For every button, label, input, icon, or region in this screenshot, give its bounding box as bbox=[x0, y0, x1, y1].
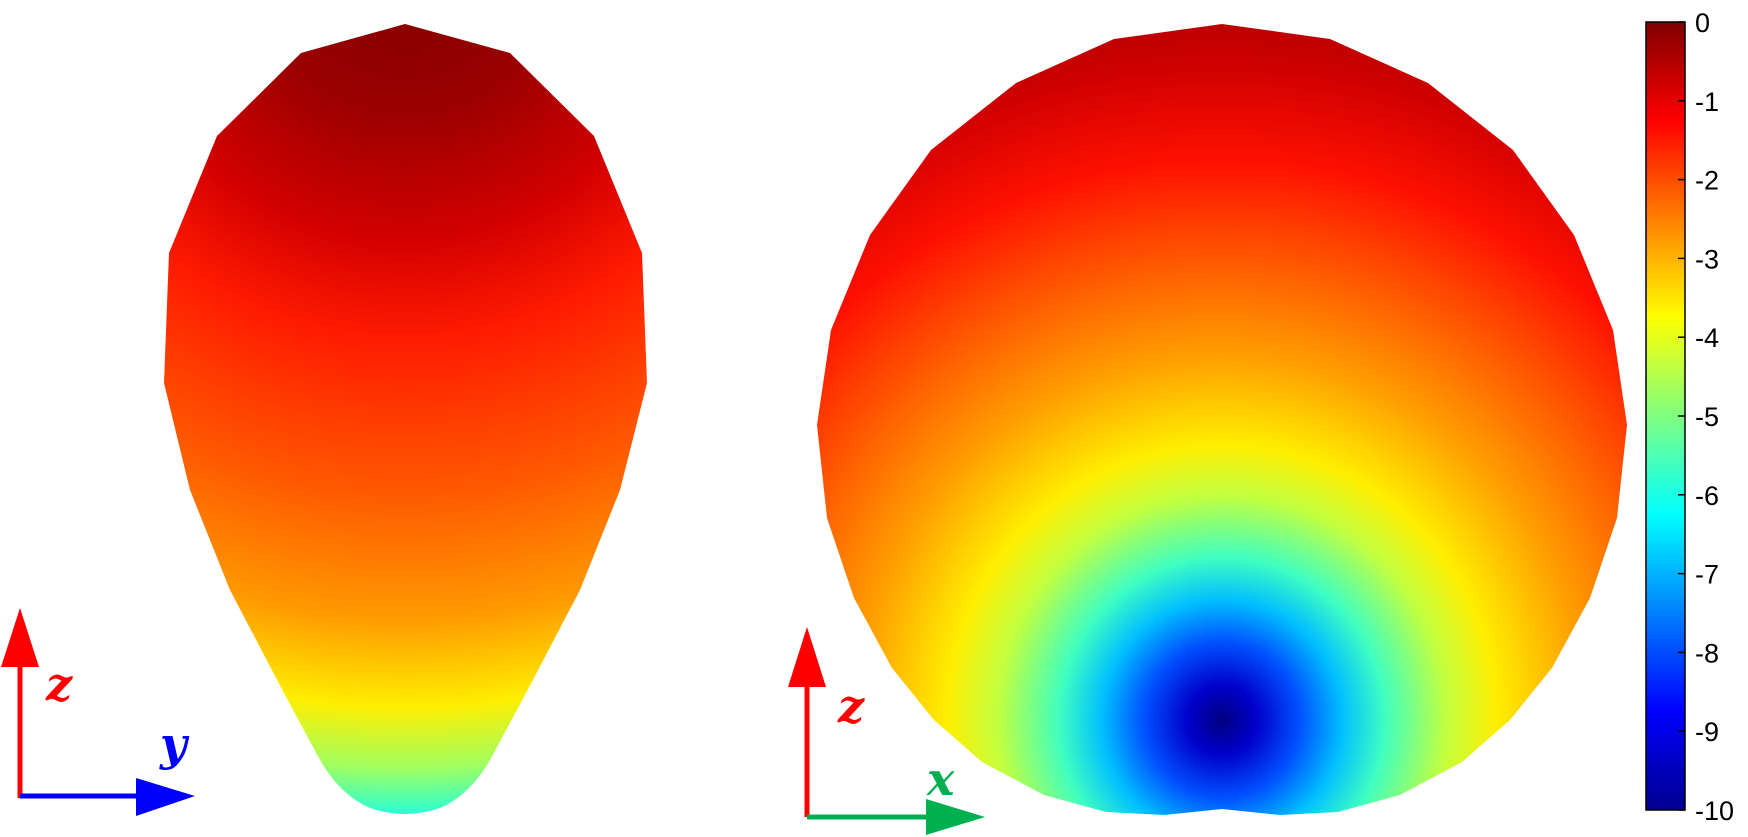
colorbar-tick-label: -10 bbox=[1695, 796, 1734, 826]
colorbar-tick-label: -1 bbox=[1695, 87, 1719, 117]
left-view bbox=[164, 24, 647, 814]
right-view bbox=[817, 24, 1627, 815]
colorbar-tick-label: -7 bbox=[1695, 560, 1719, 590]
colorbar-ticks: 0 -1 -2 -3 -4 -5 -6 -7 -8 -9 -10 bbox=[1678, 8, 1734, 826]
right-x-arrowhead-icon bbox=[926, 799, 985, 835]
colorbar-tick-label: -8 bbox=[1695, 638, 1719, 668]
right-surface bbox=[817, 24, 1627, 815]
right-axis-triad: z x bbox=[788, 627, 985, 835]
colorbar: 0 -1 -2 -3 -4 -5 -6 -7 -8 -9 -10 bbox=[1645, 8, 1734, 826]
left-y-label: y bbox=[159, 717, 190, 771]
colorbar-tick-label: -9 bbox=[1695, 717, 1719, 747]
colorbar-tick-label: -5 bbox=[1695, 402, 1719, 432]
right-z-arrowhead-icon bbox=[788, 627, 826, 687]
left-z-label: z bbox=[45, 657, 73, 711]
left-y-arrowhead-icon bbox=[136, 778, 195, 816]
left-surface bbox=[164, 24, 647, 814]
colorbar-tick-label: -3 bbox=[1695, 244, 1719, 274]
colorbar-tick-label: -4 bbox=[1695, 323, 1719, 353]
colorbar-tick-label: -6 bbox=[1695, 481, 1719, 511]
colorbar-tick-label: 0 bbox=[1695, 8, 1710, 38]
colorbar-tick-label: -2 bbox=[1695, 166, 1719, 196]
right-z-label: z bbox=[837, 679, 865, 733]
left-axis-triad: z y bbox=[1, 608, 195, 816]
right-x-label: x bbox=[926, 752, 955, 806]
left-z-arrowhead-icon bbox=[1, 608, 39, 667]
